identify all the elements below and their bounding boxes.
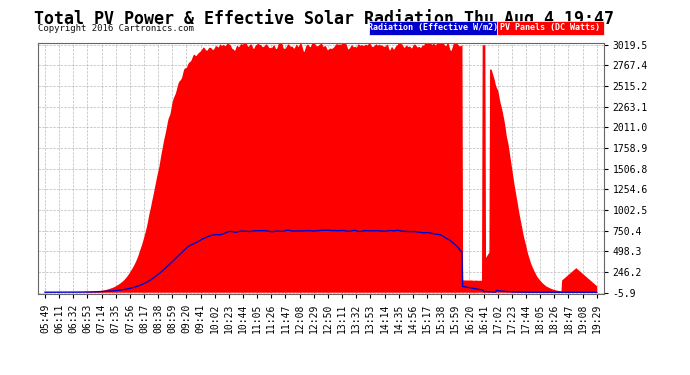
- Text: Total PV Power & Effective Solar Radiation Thu Aug 4 19:47: Total PV Power & Effective Solar Radiati…: [34, 9, 614, 28]
- Text: Copyright 2016 Cartronics.com: Copyright 2016 Cartronics.com: [38, 24, 194, 33]
- Text: PV Panels (DC Watts): PV Panels (DC Watts): [500, 23, 600, 32]
- Text: Radiation (Effective W/m2): Radiation (Effective W/m2): [368, 23, 498, 32]
